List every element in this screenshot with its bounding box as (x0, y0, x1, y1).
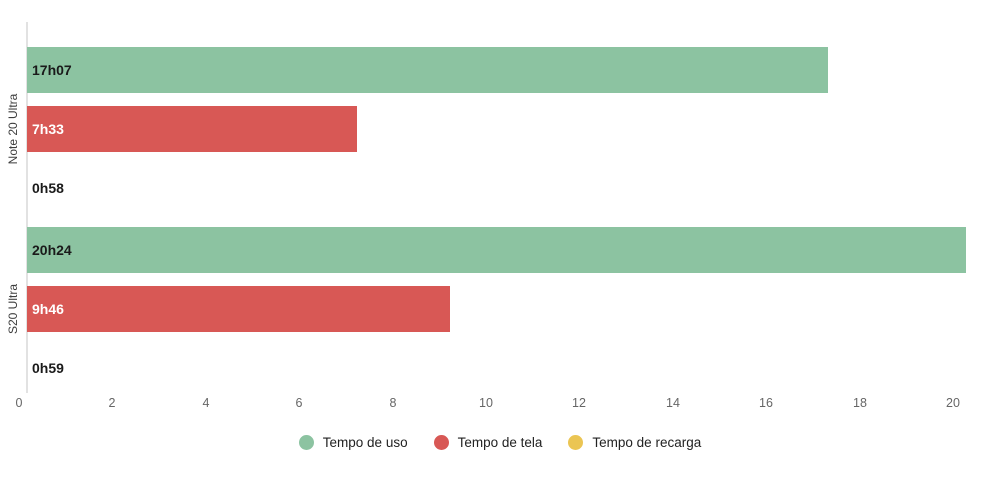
category-axis-line (26, 22, 28, 393)
x-tick-20: 20 (946, 396, 960, 410)
x-tick-2: 2 (108, 396, 116, 410)
x-tick-12: 12 (572, 396, 586, 410)
bar-value-label: 0h59 (32, 360, 64, 376)
legend: Tempo de uso Tempo de tela Tempo de reca… (0, 435, 1000, 450)
bar-value-label: 7h33 (32, 121, 64, 137)
legend-swatch-circle (568, 435, 584, 450)
legend-item-tempo-de-uso[interactable]: Tempo de uso (298, 435, 408, 450)
category-label-s20-ultra: S20 Ultra (6, 283, 20, 335)
x-tick-10: 10 (479, 396, 493, 410)
legend-swatch-circle (433, 435, 449, 450)
legend-label: Tempo de recarga (592, 435, 702, 450)
x-tick-18: 18 (853, 396, 867, 410)
x-tick-4: 4 (202, 396, 210, 410)
legend-swatch-circle (298, 435, 314, 450)
x-tick-8: 8 (389, 396, 397, 410)
bar-note-20-ultra-tempo-de-tela[interactable]: 7h33 (27, 106, 357, 152)
bar-value-label: 20h24 (32, 242, 72, 258)
x-tick-0: 0 (15, 396, 23, 410)
bar-s20-ultra-tempo-de-uso[interactable]: 20h24 (27, 227, 966, 273)
legend-item-tempo-de-tela[interactable]: Tempo de tela (433, 435, 543, 450)
legend-label: Tempo de uso (322, 435, 408, 450)
bar-note-20-ultra-tempo-de-uso[interactable]: 17h07 (27, 47, 828, 93)
category-label-note-20-ultra: Note 20 Ultra (6, 93, 20, 165)
x-tick-16: 16 (759, 396, 773, 410)
bar-value-label: 0h58 (32, 180, 64, 196)
legend-item-tempo-de-recarga[interactable]: Tempo de recarga (568, 435, 701, 450)
x-tick-6: 6 (295, 396, 303, 410)
x-tick-14: 14 (666, 396, 680, 410)
bar-s20-ultra-tempo-de-tela[interactable]: 9h46 (27, 286, 450, 332)
legend-label: Tempo de tela (457, 435, 543, 450)
bar-value-label: 17h07 (32, 62, 72, 78)
bar-value-label: 9h46 (32, 301, 64, 317)
